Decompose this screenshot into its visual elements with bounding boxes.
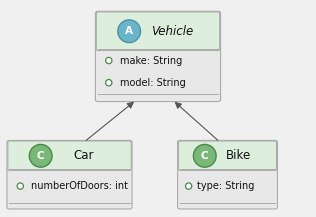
FancyBboxPatch shape: [95, 11, 221, 102]
FancyBboxPatch shape: [96, 12, 220, 51]
Text: model: String: model: String: [119, 78, 185, 88]
FancyBboxPatch shape: [178, 140, 277, 209]
Ellipse shape: [106, 57, 112, 64]
Text: Vehicle: Vehicle: [151, 25, 193, 38]
Ellipse shape: [185, 183, 192, 189]
Text: C: C: [201, 151, 209, 161]
Text: C: C: [37, 151, 45, 161]
Text: Car: Car: [74, 149, 94, 162]
Text: A: A: [125, 26, 133, 36]
Ellipse shape: [193, 145, 216, 167]
Text: numberOfDoors: int: numberOfDoors: int: [31, 181, 128, 191]
Ellipse shape: [29, 145, 52, 167]
Text: type: String: type: String: [197, 181, 255, 191]
Ellipse shape: [106, 79, 112, 86]
Text: make: String: make: String: [119, 56, 182, 66]
FancyBboxPatch shape: [7, 140, 132, 209]
Ellipse shape: [17, 183, 23, 189]
FancyBboxPatch shape: [179, 141, 276, 171]
Text: Bike: Bike: [226, 149, 252, 162]
Ellipse shape: [118, 20, 141, 43]
FancyBboxPatch shape: [8, 141, 131, 171]
